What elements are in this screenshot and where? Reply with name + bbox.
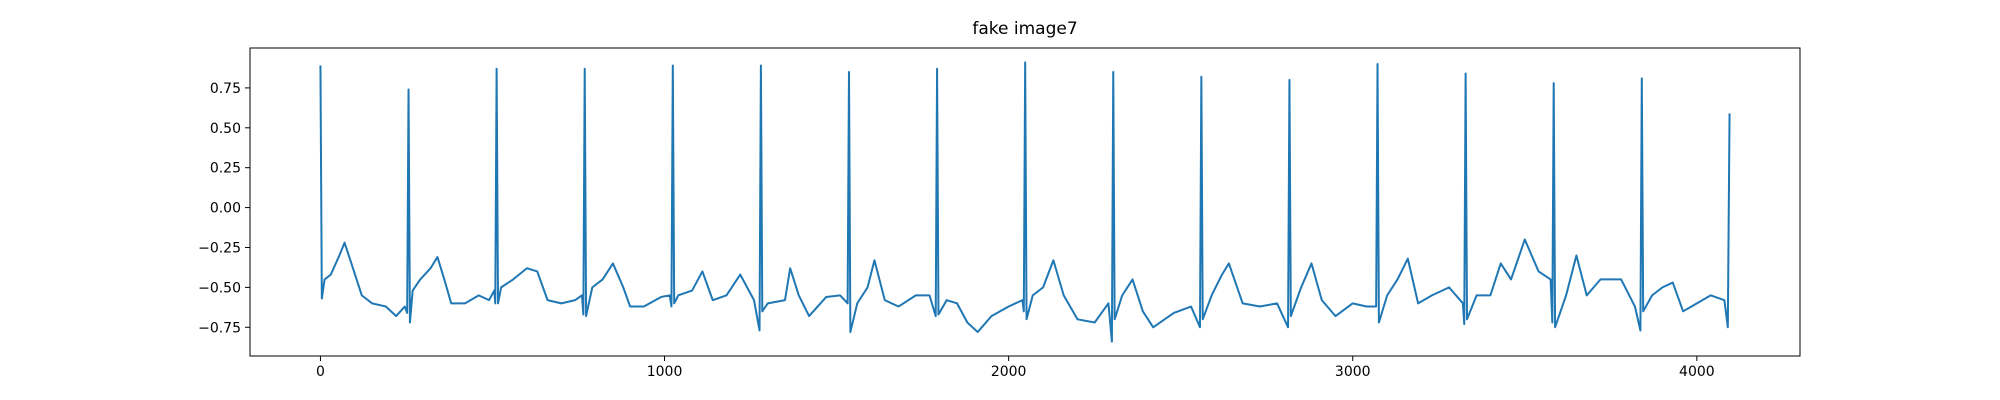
x-tick-label: 0	[316, 364, 325, 380]
y-tick-label: −0.75	[198, 320, 241, 336]
y-tick-label: 0.00	[210, 201, 241, 217]
x-tick-label: 4000	[1679, 364, 1715, 380]
y-tick-label: −0.50	[198, 280, 241, 296]
y-tick-label: 0.75	[210, 81, 241, 97]
data-line	[319, 61, 1731, 343]
x-tick-label: 3000	[1335, 364, 1371, 380]
x-tick-label: 1000	[647, 364, 683, 380]
plot-frame	[249, 47, 1801, 357]
x-tick-label: 2000	[991, 364, 1027, 380]
y-tick-label: −0.25	[198, 240, 241, 256]
y-tick-label: 0.25	[210, 161, 241, 177]
y-tick-label: 0.50	[210, 121, 241, 137]
chart-title: fake image7	[972, 19, 1077, 39]
